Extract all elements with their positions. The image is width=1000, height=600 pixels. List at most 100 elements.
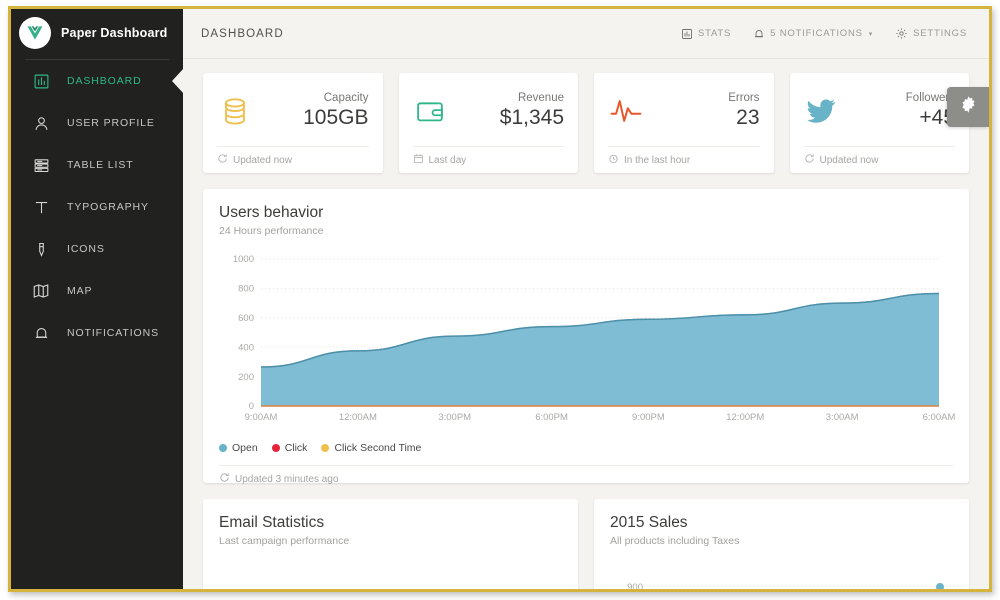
top-navbar: Dashboard Stats xyxy=(183,9,989,59)
stats-button[interactable]: Stats xyxy=(681,28,731,40)
settings-button[interactable]: Settings xyxy=(895,27,967,40)
svg-text:6:00AM: 6:00AM xyxy=(923,412,956,423)
sidebar-item-icons[interactable]: Icons xyxy=(11,228,183,270)
divider xyxy=(608,146,760,147)
svg-text:600: 600 xyxy=(238,313,254,324)
pen-icon xyxy=(31,239,51,259)
stat-card-text: Followers +45 xyxy=(906,91,955,131)
stat-card-followers: Followers +45 Updated now xyxy=(789,73,969,173)
svg-text:3:00PM: 3:00PM xyxy=(438,412,471,423)
svg-text:1000: 1000 xyxy=(233,254,254,265)
svg-text:9:00AM: 9:00AM xyxy=(245,412,278,423)
email-pie-chart xyxy=(219,563,578,589)
svg-text:12:00PM: 12:00PM xyxy=(726,412,764,423)
card-footer-label: Updated 3 minutes ago xyxy=(235,473,339,485)
legend-color-dot xyxy=(321,444,330,452)
stats-label: Stats xyxy=(697,28,732,39)
sidebar: Paper Dashboard Dashboard xyxy=(11,9,184,589)
svg-text:9:00PM: 9:00PM xyxy=(632,412,665,423)
svg-text:3:00AM: 3:00AM xyxy=(826,412,859,423)
settings-fab-button[interactable] xyxy=(947,87,989,127)
legend-label: Open xyxy=(232,442,258,454)
stat-card-top: Capacity 105GB xyxy=(217,86,369,136)
card-title: Email Statistics xyxy=(219,514,325,531)
sidebar-item-label: Map xyxy=(67,285,93,297)
stat-value: 23 xyxy=(736,106,760,129)
svg-text:0: 0 xyxy=(249,401,254,412)
users-behavior-card: Users behavior 24 Hours performance 0 200… xyxy=(203,189,969,485)
svg-text:800: 800 xyxy=(238,284,254,295)
pulse-icon xyxy=(608,95,652,127)
page-title: Dashboard xyxy=(201,27,284,40)
active-indicator-arrow xyxy=(172,68,184,94)
sidebar-item-typography[interactable]: Typography xyxy=(11,186,183,228)
sidebar-item-map[interactable]: Map xyxy=(11,270,183,312)
card-subtitle: Last campaign performance xyxy=(219,535,350,547)
twitter-icon xyxy=(804,96,848,126)
stat-card-footer: In the last hour xyxy=(608,147,760,173)
sidebar-item-user-profile[interactable]: User Profile xyxy=(11,102,183,144)
chart-legend: Open Click Click Second Time xyxy=(219,442,953,454)
legend-color-dot xyxy=(219,444,227,452)
card-footer: Updated 3 minutes ago xyxy=(219,466,953,492)
legend-item-click-second-time[interactable]: Click Second Time xyxy=(321,442,421,454)
refresh-icon xyxy=(217,153,228,167)
users-behavior-chart: 0 200 400 600 800 1000 9:00AM 12:00AM 3:00PM 6:00… xyxy=(219,253,956,428)
main-area: Dashboard Stats xyxy=(183,9,989,589)
notifications-dropdown[interactable]: 5 Notifications ▾ xyxy=(753,28,873,40)
wallet-icon xyxy=(413,94,457,128)
sales-line-chart: 900800 xyxy=(627,582,964,589)
stat-value: $1,345 xyxy=(499,106,564,129)
stat-card-top: Errors 23 xyxy=(608,86,760,136)
legend-label: Click Second Time xyxy=(334,442,422,454)
settings-label: Settings xyxy=(913,28,967,39)
card-subtitle: 24 Hours performance xyxy=(219,225,324,237)
stat-card-errors: Errors 23 In the last hour xyxy=(594,73,774,173)
vue-logo-icon xyxy=(19,17,51,49)
gear-icon xyxy=(959,95,978,119)
sidebar-item-table-list[interactable]: Table List xyxy=(11,144,183,186)
divider xyxy=(217,146,369,147)
sidebar-divider xyxy=(25,59,169,60)
dashboard-content: Capacity 105GB Updated now xyxy=(183,59,989,589)
brand-name: Paper Dashboard xyxy=(61,26,168,40)
stat-card-top: Revenue $1,345 xyxy=(413,86,564,136)
notifications-label: 5 Notifications xyxy=(770,28,863,39)
sidebar-item-dashboard[interactable]: Dashboard xyxy=(11,60,184,102)
sidebar-item-label: Typography xyxy=(67,201,149,213)
stat-card-top: Followers +45 xyxy=(804,86,955,136)
stat-label: Followers xyxy=(905,92,955,104)
stat-card-capacity: Capacity 105GB Updated now xyxy=(203,73,383,173)
stat-footer-label: Updated now xyxy=(819,154,879,166)
divider xyxy=(412,146,564,147)
stat-card-text: Errors 23 xyxy=(728,91,759,131)
chevron-down-icon: ▾ xyxy=(868,30,874,38)
divider xyxy=(803,146,955,147)
stat-card-footer: Last day xyxy=(413,147,565,173)
sidebar-brand[interactable]: Paper Dashboard xyxy=(11,9,183,57)
divider xyxy=(219,465,953,466)
legend-label: Click xyxy=(284,442,308,454)
bell-icon xyxy=(753,28,765,40)
database-icon xyxy=(217,93,261,129)
card-title: 2015 Sales xyxy=(610,514,688,531)
stat-value: +45 xyxy=(919,106,955,129)
area-chart-svg: 0 200 400 600 800 1000 9:00AM 12:00AM 3:00PM 6:00… xyxy=(233,254,956,423)
clock-icon xyxy=(608,153,619,167)
stat-card-footer: Updated now xyxy=(804,147,956,173)
sidebar-item-label: User Profile xyxy=(67,117,155,129)
chart-bars-icon xyxy=(31,71,51,91)
table-list-icon xyxy=(31,155,51,175)
svg-text:200: 200 xyxy=(238,372,254,383)
refresh-icon xyxy=(804,153,815,167)
map-icon xyxy=(31,281,51,301)
legend-item-click[interactable]: Click xyxy=(271,442,308,454)
legend-item-open[interactable]: Open xyxy=(219,442,258,454)
stat-card-text: Capacity 105GB xyxy=(303,91,368,131)
topbar-actions: Stats 5 Notifications ▾ xyxy=(681,27,967,40)
bell-icon xyxy=(31,323,51,343)
stat-label: Revenue xyxy=(517,92,564,104)
stat-card-footer: Updated now xyxy=(217,147,369,173)
stat-card-text: Revenue $1,345 xyxy=(500,91,564,131)
sidebar-item-notifications[interactable]: Notifications xyxy=(11,312,183,354)
